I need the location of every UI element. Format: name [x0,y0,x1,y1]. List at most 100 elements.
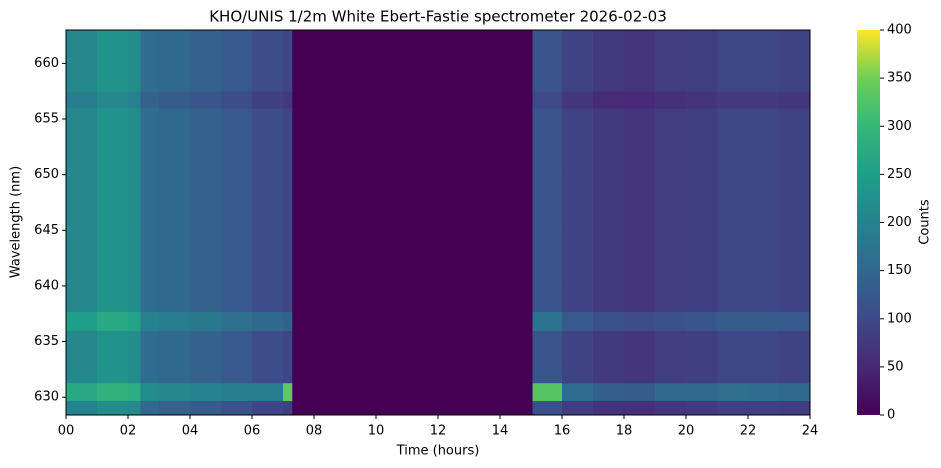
heatmap-cell [655,382,687,402]
x-tick-label: 00 [58,424,75,439]
x-axis-label: Time (hours) [396,444,480,459]
heatmap-cell [717,400,749,416]
heatmap-cell [66,107,98,176]
heatmap-cell [532,230,563,287]
heatmap-cell [532,91,563,109]
heatmap-cell [97,107,129,176]
heatmap-cell [190,30,222,92]
heatmap-cell [624,400,656,416]
heatmap-cell [686,230,718,287]
heatmap-cell [66,230,98,287]
heatmap-cell [221,107,253,176]
heatmap-cell [779,382,811,402]
heatmap-cell [128,363,141,384]
heatmap-cell [532,311,563,331]
heatmap-cell [686,107,718,176]
heatmap-cell [686,30,718,92]
heatmap-cell [292,174,534,231]
heatmap-cell [593,285,625,313]
y-tick-label: 650 [34,167,59,182]
heatmap-cell [159,363,191,384]
heatmap-cell [283,285,293,313]
heatmap-cell [562,311,594,331]
heatmap-cell [624,311,656,331]
heatmap-cell [655,330,687,365]
heatmap-cell [221,30,253,92]
heatmap-cell [624,285,656,313]
x-tick-label: 08 [306,424,323,439]
heatmap-cell [283,30,293,92]
heatmap-cell [128,285,141,313]
heatmap-cell [97,230,129,287]
heatmap-cell [655,285,687,313]
heatmap-cell [655,91,687,109]
heatmap-cell [252,174,284,231]
heatmap-cell [686,174,718,231]
colorbar-tick-label: 100 [887,311,912,326]
heatmap-cell [252,311,284,331]
heatmap-cell [252,91,284,109]
heatmap-cell [562,330,594,365]
y-tick-label: 630 [34,390,59,405]
heatmap-cell [748,330,780,365]
heatmap-cell [252,400,284,416]
heatmap-cell [252,363,284,384]
heatmap-cell [283,91,293,109]
heatmap-cell [562,382,594,402]
heatmap-cell [140,230,160,287]
heatmap-cell [717,285,749,313]
heatmap-cell [717,330,749,365]
colorbar-tick-label: 250 [887,167,912,182]
heatmap-cell [624,363,656,384]
heatmap-cell [140,363,160,384]
heatmap-cell [779,30,811,92]
heatmap-cell [140,400,160,416]
heatmap-cell [128,230,141,287]
heatmap-cell [159,330,191,365]
heatmap-cell [221,382,253,402]
heatmap-cell [190,400,222,416]
heatmap-cell [593,382,625,402]
x-tick-label: 18 [616,424,633,439]
heatmap-cell [252,107,284,176]
heatmap-cell [717,30,749,92]
heatmap-cell [532,174,563,231]
heatmap-cell [748,363,780,384]
heatmap-cell [283,363,293,384]
heatmap-cell [283,330,293,365]
heatmap-cell [748,30,780,92]
heatmap-cell [779,174,811,231]
heatmap-cell [283,230,293,287]
heatmap-cell [748,91,780,109]
heatmap-cell [97,91,129,109]
heatmap-cell [717,382,749,402]
heatmap-cell [686,400,718,416]
heatmap-cell [655,107,687,176]
heatmap-cell [283,174,293,231]
heatmap-cell [717,91,749,109]
heatmap-cell [593,400,625,416]
heatmap-cell [655,363,687,384]
heatmap-cell [283,311,293,331]
heatmap-cell [97,330,129,365]
heatmap-cell [593,174,625,231]
heatmap-cell [779,91,811,109]
heatmap-cell [748,107,780,176]
heatmap-cell [283,107,293,176]
heatmap-cell [292,311,534,331]
heatmap-cell [97,30,129,92]
heatmap-cell [140,107,160,176]
colorbar-tick-label: 50 [887,359,904,374]
heatmap-cell [593,30,625,92]
heatmap-cell [252,382,284,402]
heatmap-cell [283,382,293,402]
heatmap-cell [97,382,129,402]
heatmap-cell [159,400,191,416]
colorbar-label: Counts [918,199,933,245]
heatmap-cell [66,363,98,384]
heatmap-cell [686,382,718,402]
colorbar-tick-label: 350 [887,71,912,86]
heatmap-cell [562,91,594,109]
heatmap-cell [593,107,625,176]
